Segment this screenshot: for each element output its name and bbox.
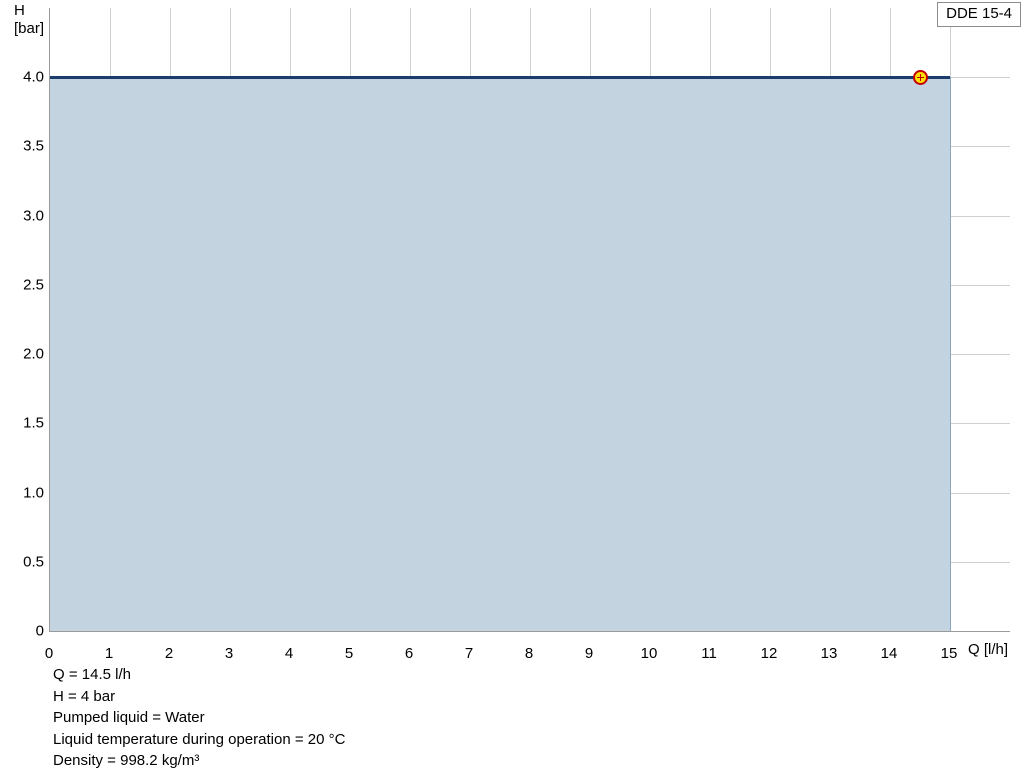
- info-line: Density = 998.2 kg/m³: [53, 752, 200, 769]
- legend: DDE 15-4: [937, 2, 1021, 27]
- x-tick-label: 4: [284, 645, 294, 662]
- curve-fill-area: [50, 77, 951, 631]
- y-tick-label: 2.0: [23, 345, 44, 363]
- x-tick-label: 0: [44, 645, 54, 662]
- y-axis-title: H [bar]: [14, 2, 44, 38]
- legend-label: DDE 15-4: [946, 5, 1012, 22]
- x-tick-label: 1: [104, 645, 114, 662]
- operating-conditions-info: Q = 14.5 l/h H = 4 bar Pumped liquid = Wat…: [53, 664, 345, 772]
- x-tick-label: 5: [344, 645, 354, 662]
- x-tick-label: 14: [880, 645, 898, 662]
- x-axis-tick-labels: 0 1 2 3 4 5 6 7 8 9 10 11 12 13 14 15: [0, 645, 1024, 665]
- x-tick-label: 7: [464, 645, 474, 662]
- x-tick-label: 2: [164, 645, 174, 662]
- y-tick-label: 3.0: [23, 207, 44, 225]
- y-tick-label: 1.5: [23, 414, 44, 432]
- y-tick-label: 4.0: [23, 68, 44, 86]
- plot-inner: [50, 8, 1010, 631]
- x-tick-label: 11: [701, 645, 717, 662]
- y-axis-tick-labels: 0 0.5 1.0 1.5 2.0 2.5 3.0 3.5 4.0: [0, 0, 44, 781]
- x-tick-label: 10: [640, 645, 658, 662]
- info-line: H = 4 bar: [53, 687, 116, 705]
- y-axis-title-unit: [bar]: [14, 20, 45, 37]
- x-tick-label: 15: [940, 645, 958, 662]
- info-line: Liquid temperature during operation = 20…: [53, 730, 346, 748]
- y-axis-title-text: H: [14, 2, 25, 19]
- x-tick-label: 9: [584, 645, 594, 662]
- info-line: Pumped liquid = Water: [53, 709, 205, 726]
- y-tick-label: 3.5: [23, 137, 44, 155]
- x-tick-label: 6: [404, 645, 414, 662]
- x-axis-title: Q [l/h]: [968, 641, 1009, 658]
- pump-curve-line: [50, 75, 950, 79]
- duty-point-marker[interactable]: [912, 69, 928, 85]
- plot-area: [49, 8, 1010, 632]
- x-tick-label: 8: [524, 645, 534, 662]
- y-tick-label: 0.5: [23, 553, 44, 571]
- y-tick-label: 1.0: [23, 484, 44, 502]
- duty-point-crosshair-vertical: [919, 73, 921, 81]
- y-tick-label: 2.5: [23, 276, 44, 294]
- x-tick-label: 3: [224, 645, 234, 662]
- info-line: Q = 14.5 l/h: [53, 666, 131, 683]
- y-tick-label: 0: [35, 622, 44, 640]
- x-tick-label: 13: [820, 645, 838, 662]
- x-tick-label: 12: [760, 645, 778, 662]
